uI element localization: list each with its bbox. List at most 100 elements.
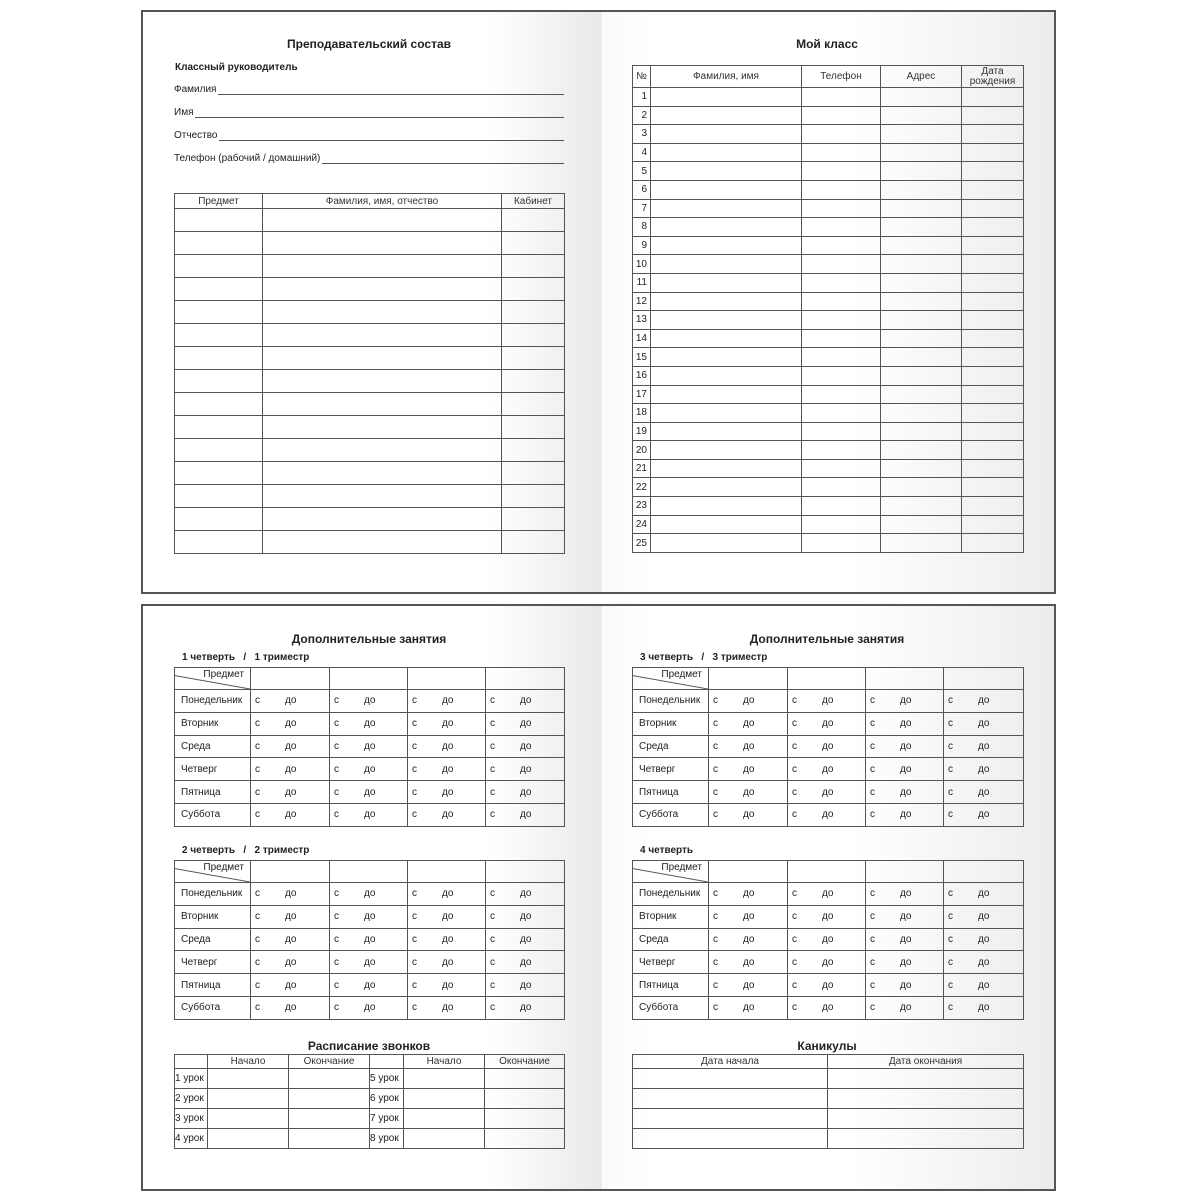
table-cell[interactable] (961, 198, 1024, 219)
time-cell[interactable]: с до (329, 950, 408, 975)
table-cell[interactable] (880, 217, 962, 237)
table-cell[interactable] (880, 198, 962, 219)
time-cell[interactable]: с до (787, 904, 866, 929)
time-cell[interactable] (207, 1108, 289, 1129)
time-cell[interactable]: с до (943, 780, 1024, 804)
time-cell[interactable]: с до (329, 973, 408, 997)
table-cell[interactable] (801, 384, 881, 405)
subject-cell[interactable] (407, 667, 486, 690)
table-cell[interactable] (174, 277, 263, 301)
table-cell[interactable] (961, 142, 1024, 163)
teacher-field[interactable]: Отчество (174, 130, 564, 141)
table-cell[interactable] (174, 231, 263, 255)
time-cell[interactable]: с до (708, 882, 788, 906)
table-cell[interactable] (801, 310, 881, 330)
time-cell[interactable] (403, 1088, 485, 1109)
time-cell[interactable]: с до (865, 904, 944, 929)
table-cell[interactable] (501, 530, 565, 554)
table-cell[interactable] (262, 277, 502, 301)
table-cell[interactable] (801, 514, 881, 535)
table-cell[interactable] (801, 179, 881, 200)
table-cell[interactable] (880, 161, 962, 181)
table-cell[interactable] (501, 323, 565, 347)
time-cell[interactable]: с до (943, 927, 1024, 952)
date-cell[interactable] (632, 1088, 828, 1109)
teacher-field[interactable]: Имя (174, 107, 564, 118)
time-cell[interactable]: с до (250, 882, 330, 906)
time-cell[interactable]: с до (407, 689, 486, 713)
table-cell[interactable] (262, 346, 502, 370)
time-cell[interactable]: с до (943, 734, 1024, 759)
table-cell[interactable] (650, 272, 802, 293)
time-cell[interactable] (207, 1088, 289, 1109)
table-cell[interactable] (650, 328, 802, 349)
table-cell[interactable] (650, 105, 802, 126)
table-cell[interactable] (880, 310, 962, 330)
time-cell[interactable]: с до (865, 995, 944, 1020)
table-cell[interactable] (801, 161, 881, 181)
time-cell[interactable]: с до (708, 927, 788, 952)
table-cell[interactable] (801, 440, 881, 460)
table-cell[interactable] (880, 403, 962, 423)
time-cell[interactable]: с до (787, 689, 866, 713)
time-cell[interactable]: с до (787, 734, 866, 759)
time-cell[interactable]: с до (407, 882, 486, 906)
table-cell[interactable] (650, 496, 802, 516)
time-cell[interactable]: с до (329, 802, 408, 827)
time-cell[interactable]: с до (250, 689, 330, 713)
time-cell[interactable]: с до (250, 734, 330, 759)
date-cell[interactable] (632, 1108, 828, 1129)
time-cell[interactable]: с до (329, 711, 408, 736)
table-cell[interactable] (801, 365, 881, 386)
table-cell[interactable] (961, 124, 1024, 144)
table-cell[interactable] (174, 484, 263, 508)
table-cell[interactable] (650, 533, 802, 553)
table-cell[interactable] (961, 272, 1024, 293)
subject-cell[interactable] (787, 860, 866, 883)
time-cell[interactable]: с до (865, 780, 944, 804)
table-cell[interactable] (650, 384, 802, 405)
table-cell[interactable] (174, 438, 263, 462)
time-cell[interactable]: с до (865, 882, 944, 906)
time-cell[interactable]: с до (865, 802, 944, 827)
teacher-field[interactable]: Фамилия (174, 84, 564, 95)
time-cell[interactable] (288, 1068, 370, 1089)
time-cell[interactable]: с до (943, 995, 1024, 1020)
time-cell[interactable]: с до (329, 734, 408, 759)
table-cell[interactable] (262, 254, 502, 278)
table-cell[interactable] (961, 328, 1024, 349)
time-cell[interactable]: с до (708, 973, 788, 997)
subject-cell[interactable] (250, 667, 330, 690)
time-cell[interactable]: с до (407, 973, 486, 997)
table-cell[interactable] (961, 161, 1024, 181)
table-cell[interactable] (961, 105, 1024, 126)
subject-cell[interactable] (250, 860, 330, 883)
time-cell[interactable]: с до (943, 802, 1024, 827)
time-cell[interactable]: с до (787, 711, 866, 736)
table-cell[interactable] (262, 415, 502, 439)
table-cell[interactable] (961, 235, 1024, 256)
table-cell[interactable] (961, 254, 1024, 274)
table-cell[interactable] (801, 347, 881, 367)
table-cell[interactable] (961, 217, 1024, 237)
time-cell[interactable]: с до (407, 950, 486, 975)
table-cell[interactable] (880, 496, 962, 516)
table-cell[interactable] (650, 161, 802, 181)
table-cell[interactable] (801, 291, 881, 312)
time-cell[interactable]: с до (865, 711, 944, 736)
table-cell[interactable] (801, 124, 881, 144)
time-cell[interactable]: с до (407, 757, 486, 782)
table-cell[interactable] (961, 384, 1024, 405)
time-cell[interactable] (288, 1108, 370, 1129)
table-cell[interactable] (174, 530, 263, 554)
table-cell[interactable] (801, 87, 881, 107)
subject-cell[interactable] (708, 860, 788, 883)
date-cell[interactable] (632, 1068, 828, 1089)
date-cell[interactable] (827, 1088, 1024, 1109)
time-cell[interactable]: с до (787, 973, 866, 997)
time-cell[interactable]: с до (485, 689, 565, 713)
time-cell[interactable]: с до (329, 904, 408, 929)
table-cell[interactable] (801, 403, 881, 423)
time-cell[interactable] (484, 1088, 565, 1109)
table-cell[interactable] (880, 458, 962, 479)
